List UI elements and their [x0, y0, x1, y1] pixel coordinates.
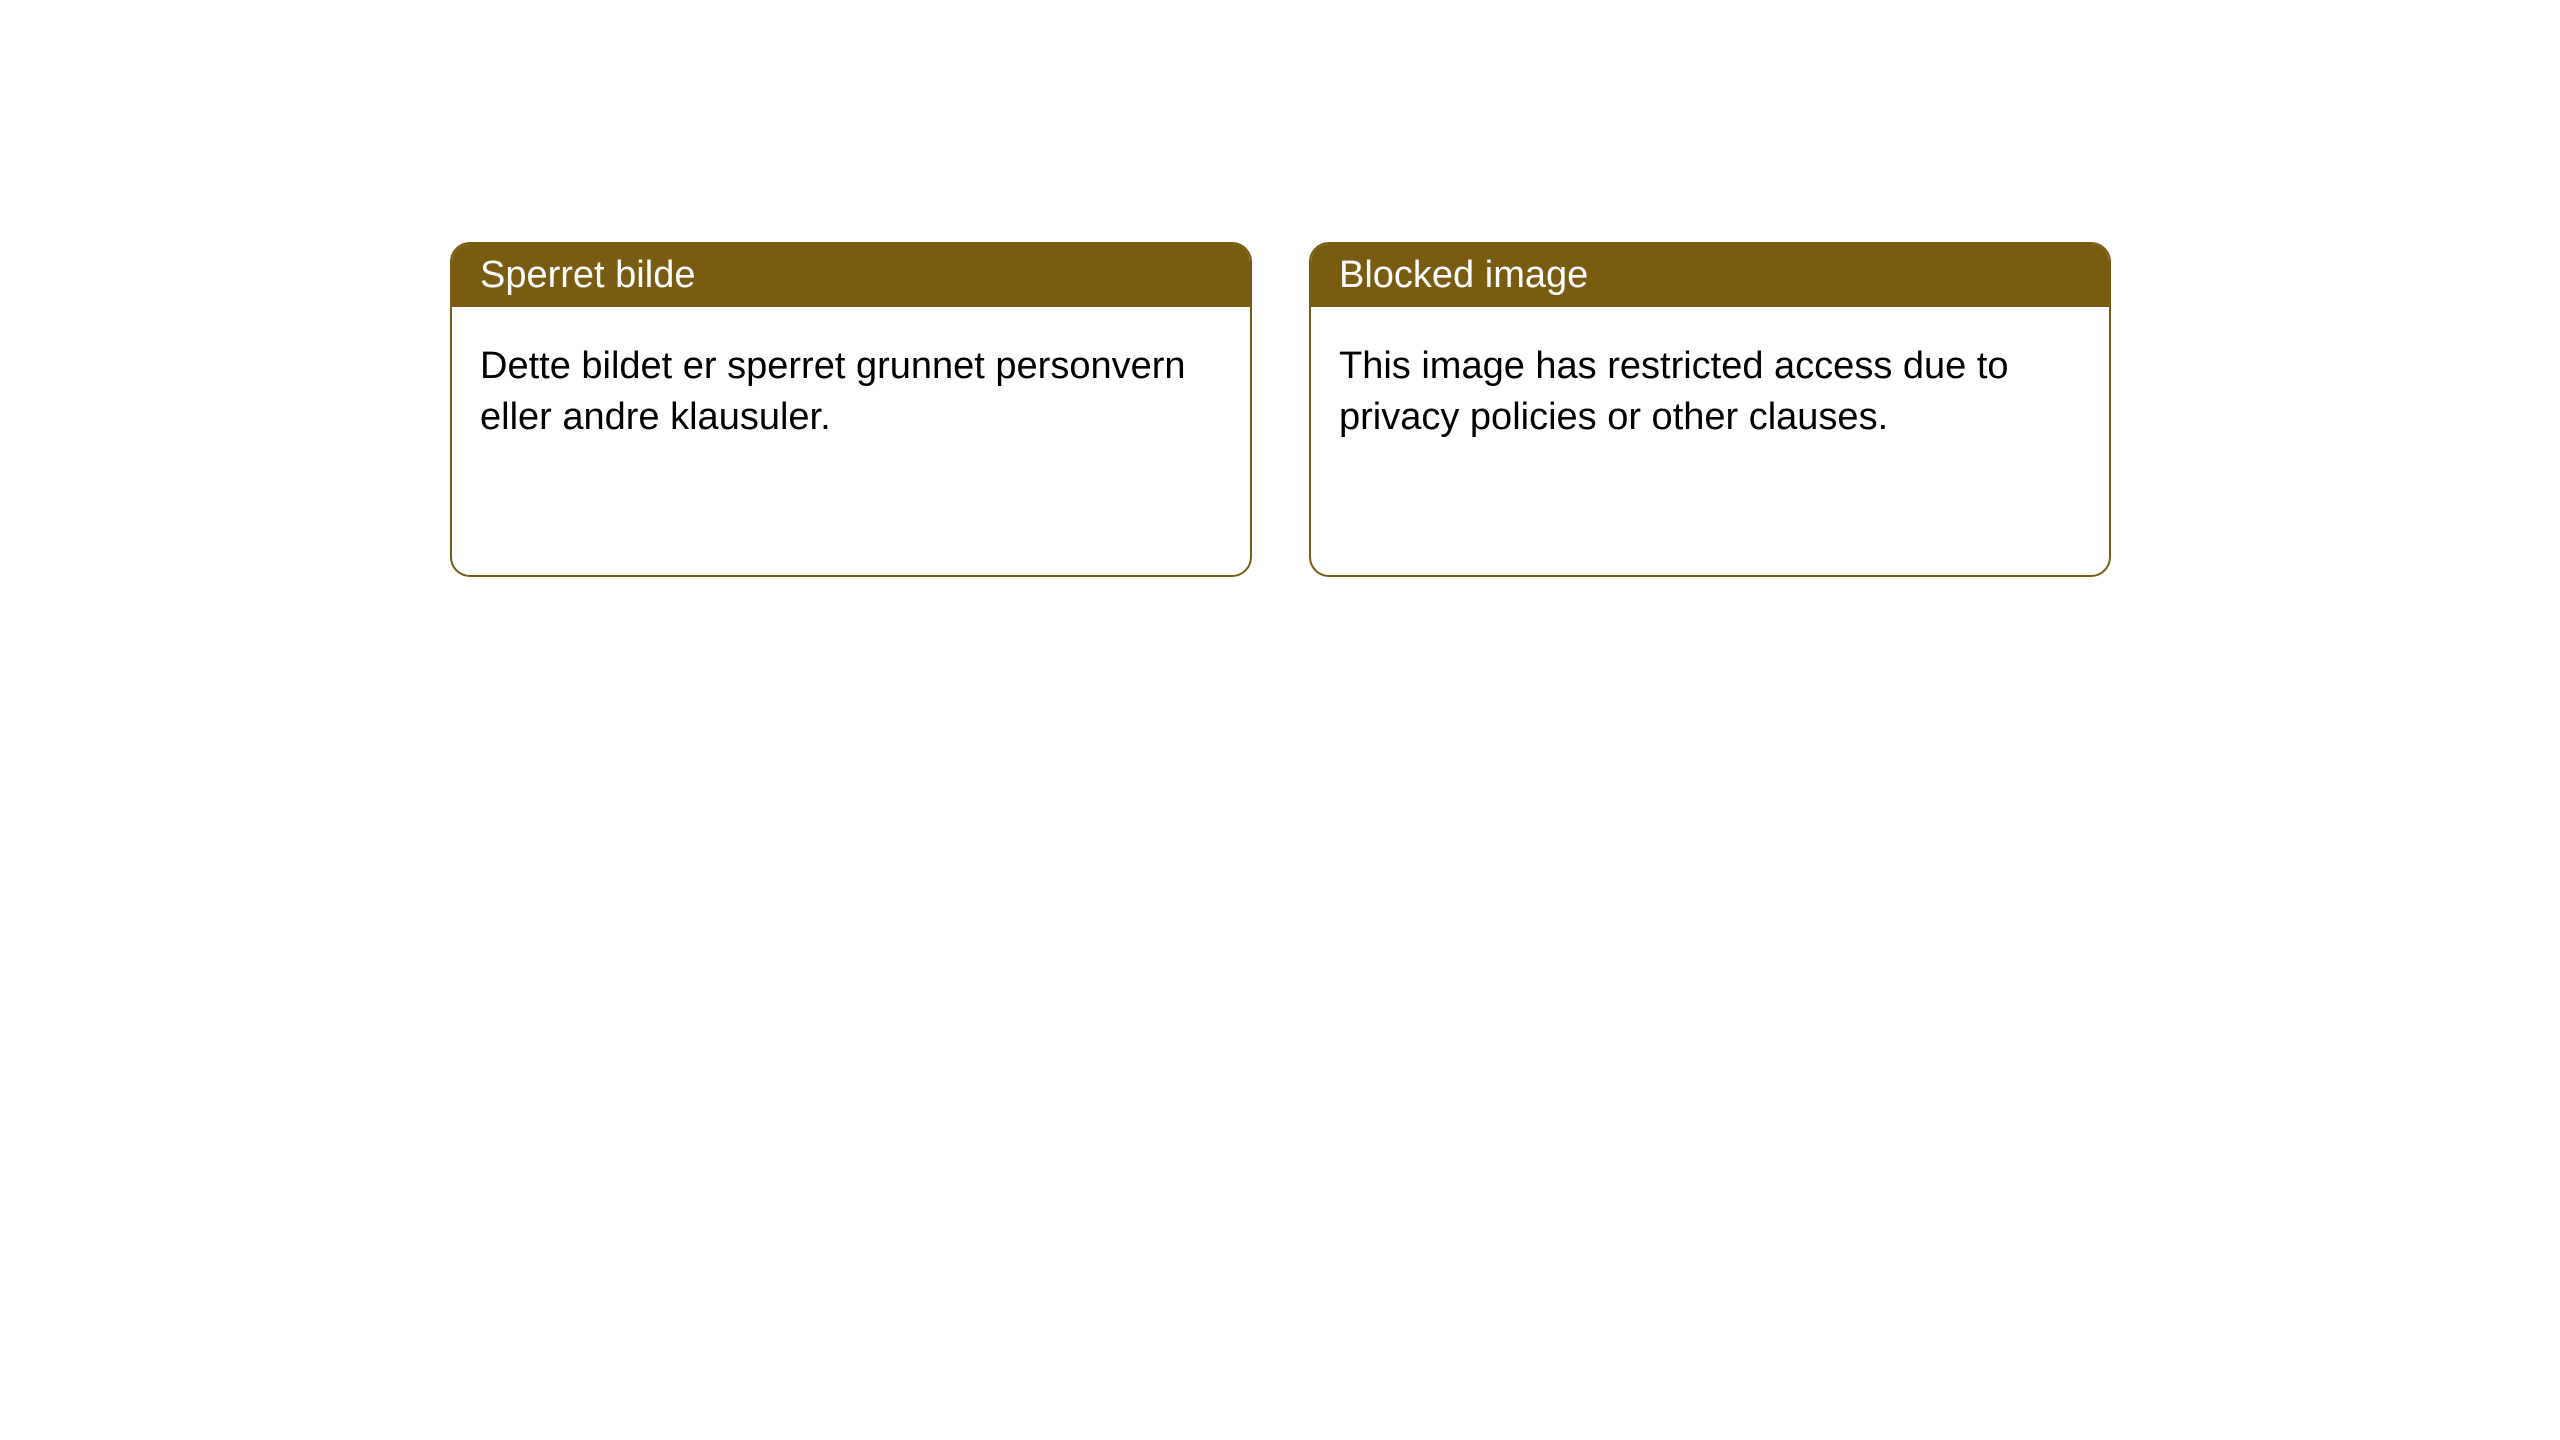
notice-body-text: This image has restricted access due to … [1339, 345, 2009, 438]
notice-card-body: Dette bildet er sperret grunnet personve… [452, 307, 1250, 478]
notice-card-header: Sperret bilde [452, 244, 1250, 307]
notice-body-text: Dette bildet er sperret grunnet personve… [480, 345, 1186, 438]
notice-card-header: Blocked image [1311, 244, 2109, 307]
notice-card-english: Blocked image This image has restricted … [1309, 242, 2111, 577]
notice-container: Sperret bilde Dette bildet er sperret gr… [450, 242, 2111, 577]
notice-card-norwegian: Sperret bilde Dette bildet er sperret gr… [450, 242, 1252, 577]
notice-card-body: This image has restricted access due to … [1311, 307, 2109, 478]
notice-title: Sperret bilde [480, 254, 695, 296]
notice-title: Blocked image [1339, 254, 1588, 296]
